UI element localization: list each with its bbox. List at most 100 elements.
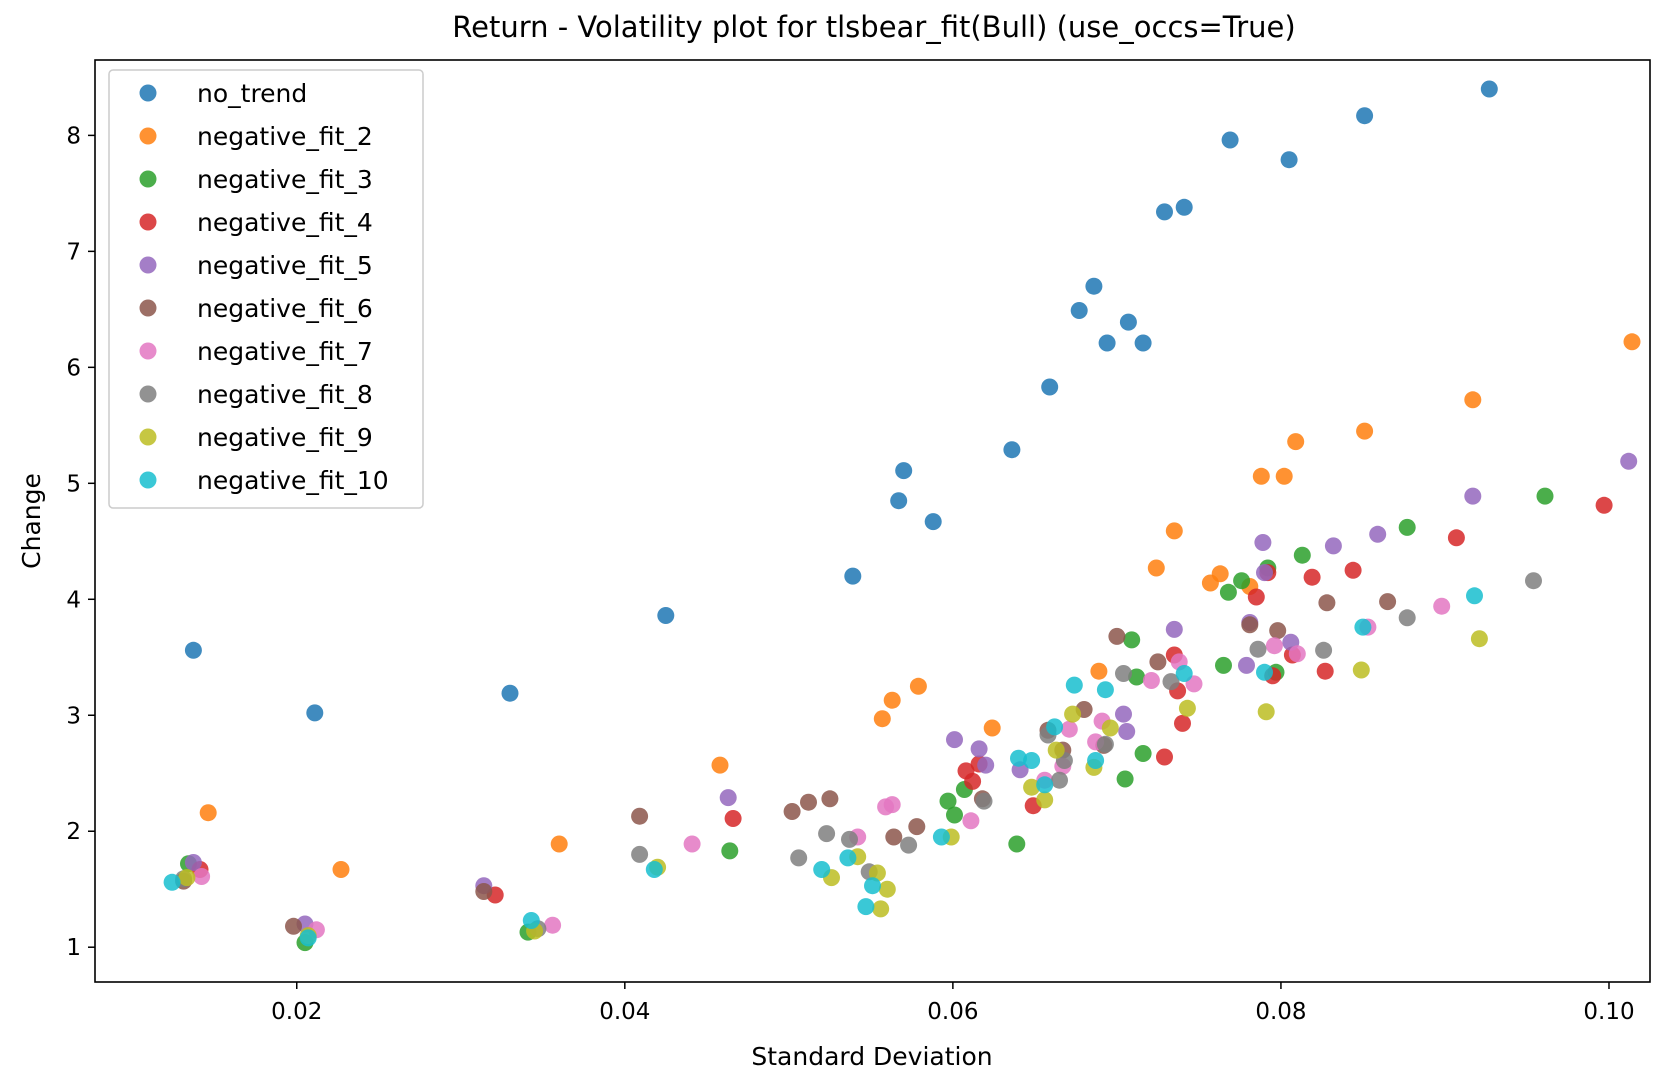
data-point [724,810,742,827]
data-point [1257,703,1275,721]
data-point [719,789,737,807]
legend-label: negative_fit_10 [197,466,389,495]
y-tick-label: 8 [66,123,81,149]
data-point [977,756,995,774]
x-tick-label: 0.06 [927,999,978,1025]
y-tick-label: 3 [66,703,81,729]
legend-label: negative_fit_6 [197,294,373,323]
data-point [1128,668,1146,686]
series-negative_fit_8 [175,572,1542,938]
data-point [1275,467,1293,485]
data-point [657,607,675,624]
data-point [184,641,202,659]
data-point [1316,662,1334,680]
x-tick-label: 0.04 [599,999,650,1025]
data-point [1215,656,1232,674]
data-point [1470,630,1488,648]
data-point [1098,334,1116,352]
data-point [550,835,568,853]
data-point [1165,522,1183,540]
legend-marker [139,471,157,489]
data-point [1064,705,1082,723]
data-point [783,803,801,820]
data-point [1623,333,1641,351]
data-point [1303,568,1321,586]
data-point [1175,665,1193,682]
legend-marker [139,299,157,317]
data-point [872,900,890,918]
legend-marker [139,127,157,145]
legend-marker [139,256,157,274]
data-point [1464,391,1482,409]
series-negative_fit_3 [180,487,1554,952]
data-point [1265,637,1283,655]
legend-marker [139,428,157,446]
data-point [1354,618,1372,636]
data-point [1369,525,1387,543]
data-point [1525,572,1542,590]
data-point [1134,334,1152,352]
data-point [857,898,875,916]
data-point [1280,151,1298,169]
data-point [1595,496,1613,514]
data-point [964,772,982,790]
data-point [1023,752,1041,769]
y-axis-label: Change [17,473,46,569]
data-point [1318,594,1336,612]
data-point [184,854,202,871]
data-point [1398,518,1416,536]
legend-marker [139,342,157,360]
data-point [932,828,950,846]
data-point [1156,748,1173,766]
legend-label: negative_fit_3 [197,165,373,194]
data-point [1211,565,1229,583]
data-point [645,861,663,878]
data-point [1162,673,1180,691]
data-point [1398,609,1416,627]
data-point [1324,537,1342,555]
legend-marker [139,385,157,403]
data-point [1101,719,1119,737]
data-point [1008,835,1026,853]
data-point [813,861,831,878]
data-point [1356,422,1374,440]
data-point [864,877,881,895]
y-axis: 1 2 3 4 5 6 7 8 [66,123,95,961]
data-point [821,790,839,808]
data-point [1379,593,1397,611]
data-point [1256,564,1273,582]
data-point [1238,656,1255,674]
legend: no_trend negative_fit_2 negative_fit_3nega… [108,69,424,509]
x-axis: 0.02 0.04 0.06 0.08 0.10 [271,982,1635,1025]
legend-marker [139,84,157,102]
data-point [1116,770,1134,788]
data-point [839,849,857,867]
legend-frame [108,69,424,509]
data-point [721,842,739,860]
data-point [983,719,1001,737]
data-point [332,861,350,878]
data-point [306,704,324,722]
data-point [1221,131,1239,149]
data-point [975,792,993,810]
data-point [1315,641,1333,659]
data-point [1123,631,1141,649]
x-axis-label: Standard Deviation [751,1042,992,1071]
data-point [1085,277,1103,295]
legend-label: negative_fit_4 [197,208,373,237]
data-point [1293,546,1311,564]
data-point [1010,749,1027,767]
data-point [1090,662,1108,680]
data-point [1118,723,1136,740]
data-point [1047,741,1065,759]
data-point [885,828,903,846]
data-point [1165,620,1183,638]
data-point [1466,587,1483,605]
data-point [908,818,926,836]
data-point [946,806,963,824]
data-point [1256,663,1273,681]
data-point [285,917,302,935]
plot-frame [94,59,1651,983]
data-point [1119,313,1137,331]
data-point [683,835,701,853]
